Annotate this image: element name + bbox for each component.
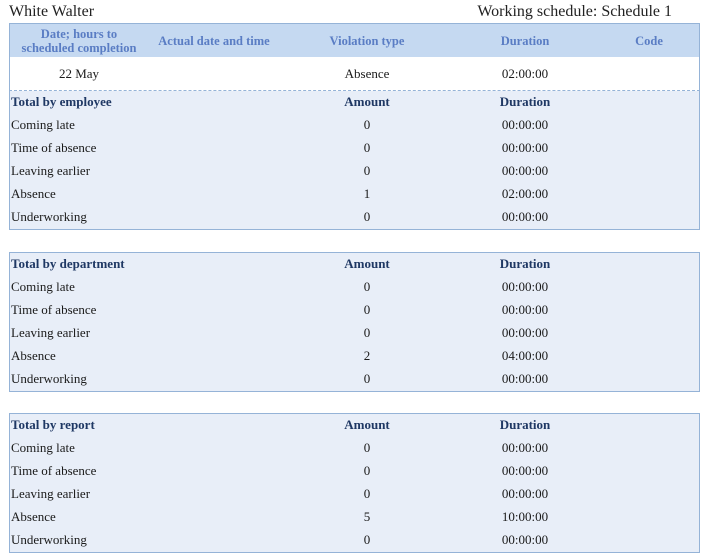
amount-header: Amount [344, 417, 390, 432]
list-item: Coming late 0 00:00:00 [10, 114, 699, 137]
amount-header: Amount [344, 256, 390, 271]
row-amount: 0 [363, 463, 371, 478]
table-header: Date; hours to scheduled completion Actu… [9, 23, 700, 58]
row-amount: 0 [363, 209, 371, 224]
section-title: Total by employee [11, 94, 112, 109]
list-item: Time of absence 0 00:00:00 [10, 460, 699, 483]
row-amount: 0 [363, 325, 371, 340]
col-date: Date; hours to scheduled completion [21, 26, 137, 55]
row-amount: 0 [363, 440, 371, 455]
row-duration: 00:00:00 [501, 279, 549, 294]
row-duration: 10:00:00 [501, 509, 549, 524]
duration-header: Duration [499, 417, 551, 432]
row-amount: 0 [363, 302, 371, 317]
row-label: Absence [11, 348, 56, 363]
row-label: Time of absence [11, 302, 97, 317]
section-title: Total by report [11, 417, 95, 432]
list-item: Underworking 0 00:00:00 [10, 368, 699, 391]
row-amount: 0 [363, 163, 371, 178]
list-item: Underworking 0 00:00:00 [10, 529, 699, 552]
row-duration: 00:00:00 [501, 486, 549, 501]
row-label: Leaving earlier [11, 163, 91, 178]
row-amount: 2 [363, 348, 371, 363]
col-duration: Duration [500, 33, 550, 48]
list-item: Absence 1 02:00:00 [10, 183, 699, 206]
row-amount: 0 [363, 279, 371, 294]
row-amount: 0 [363, 117, 371, 132]
working-schedule: Working schedule: Schedule 1 [477, 3, 672, 20]
section-header: Total by employee Amount Duration [10, 91, 699, 114]
col-code: Code [635, 33, 663, 48]
col-violation-type: Violation type [329, 33, 405, 48]
row-amount: 0 [363, 371, 371, 386]
amount-header: Amount [344, 94, 390, 109]
list-item: Time of absence 0 00:00:00 [10, 299, 699, 322]
row-duration: 04:00:00 [501, 348, 549, 363]
violation-date: 22 May [58, 66, 100, 81]
section-header: Total by department Amount Duration [10, 253, 699, 276]
row-duration: 00:00:00 [501, 325, 549, 340]
section-header: Total by report Amount Duration [10, 414, 699, 437]
row-label: Coming late [11, 440, 75, 455]
duration-header: Duration [499, 256, 551, 271]
row-label: Absence [11, 186, 56, 201]
list-item: Underworking 0 00:00:00 [10, 206, 699, 229]
row-duration: 02:00:00 [501, 186, 549, 201]
total-by-employee: Total by employee Amount Duration Coming la… [9, 91, 700, 230]
row-amount: 1 [363, 186, 371, 201]
duration-header: Duration [499, 94, 551, 109]
list-item: Absence 2 04:00:00 [10, 345, 699, 368]
row-duration: 00:00:00 [501, 440, 549, 455]
row-label: Underworking [11, 532, 87, 547]
list-item: Coming late 0 00:00:00 [10, 276, 699, 299]
row-label: Leaving earlier [11, 486, 91, 501]
row-label: Coming late [11, 279, 75, 294]
list-item: Time of absence 0 00:00:00 [10, 137, 699, 160]
row-label: Leaving earlier [11, 325, 91, 340]
row-label: Time of absence [11, 140, 97, 155]
row-duration: 00:00:00 [501, 532, 549, 547]
total-by-department: Total by department Amount Duration Coming … [9, 252, 700, 392]
list-item: Coming late 0 00:00:00 [10, 437, 699, 460]
row-duration: 00:00:00 [501, 163, 549, 178]
row-amount: 0 [363, 532, 371, 547]
row-duration: 00:00:00 [501, 117, 549, 132]
row-amount: 0 [363, 486, 371, 501]
violation-type: Absence [344, 66, 390, 81]
row-amount: 0 [363, 140, 371, 155]
row-duration: 00:00:00 [501, 140, 549, 155]
list-item: Leaving earlier 0 00:00:00 [10, 322, 699, 345]
row-duration: 00:00:00 [501, 463, 549, 478]
row-duration: 00:00:00 [501, 209, 549, 224]
row-label: Time of absence [11, 463, 97, 478]
total-by-report: Total by report Amount Duration Coming late… [9, 413, 700, 553]
violation-duration: 02:00:00 [501, 66, 549, 81]
row-label: Underworking [11, 209, 87, 224]
list-item: Leaving earlier 0 00:00:00 [10, 160, 699, 183]
row-duration: 00:00:00 [501, 371, 549, 386]
row-label: Underworking [11, 371, 87, 386]
row-duration: 00:00:00 [501, 302, 549, 317]
row-label: Absence [11, 509, 56, 524]
employee-name: White Walter [9, 3, 95, 20]
section-title: Total by department [11, 256, 125, 271]
list-item: Absence 5 10:00:00 [10, 506, 699, 529]
col-actual: Actual date and time [158, 33, 270, 48]
list-item: Leaving earlier 0 00:00:00 [10, 483, 699, 506]
row-label: Coming late [11, 117, 75, 132]
table-row: 22 May Absence 02:00:00 [9, 57, 700, 91]
row-amount: 5 [363, 509, 371, 524]
